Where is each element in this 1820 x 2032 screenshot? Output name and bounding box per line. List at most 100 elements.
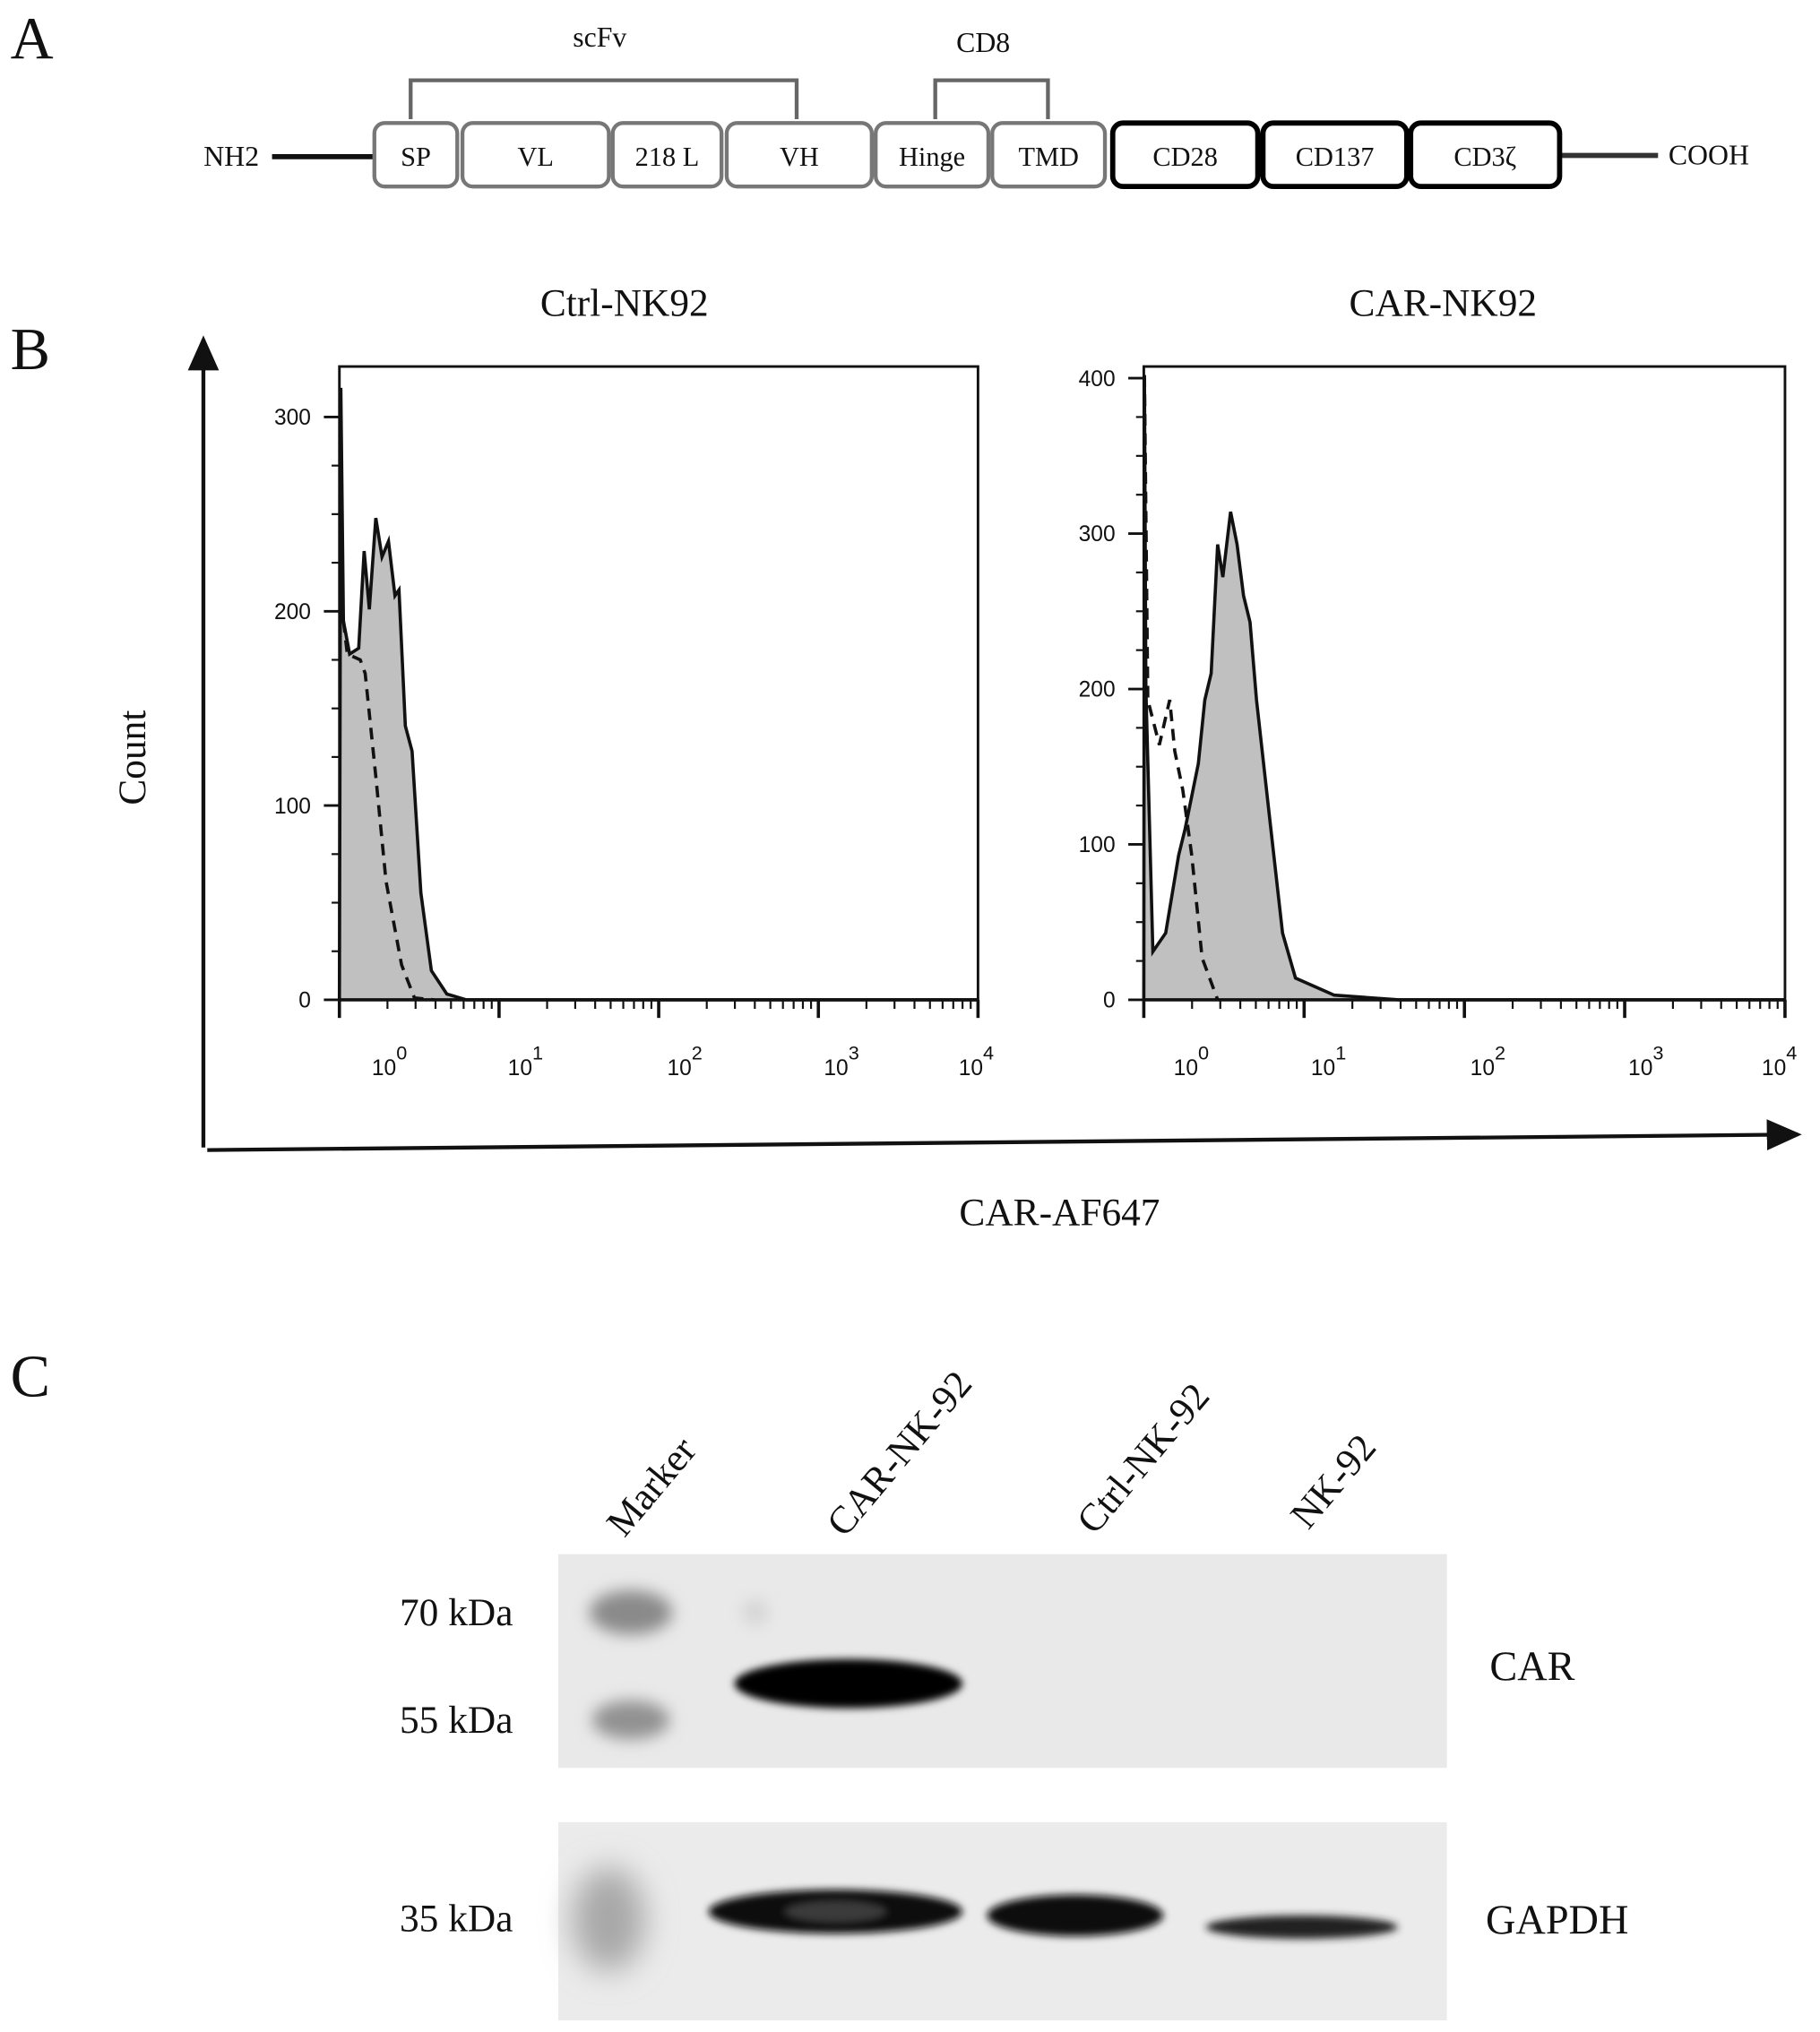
x-tick-label: 104 <box>959 1041 994 1080</box>
domain-boxes: SP VL 218 L VH Hinge TMD CD28 CD137 CD3ζ <box>372 120 1563 190</box>
domain-box <box>1260 120 1410 190</box>
n-terminus-label: NH2 <box>203 141 259 172</box>
x-tick-base: 10 <box>959 1056 983 1081</box>
y-tick-label: 0 <box>298 989 311 1013</box>
domain-box <box>990 121 1108 189</box>
y-tick-label: 200 <box>274 600 311 624</box>
lane-label-car-nk-92: CAR-NK-92 <box>818 1363 980 1544</box>
cd8-label: CD8 <box>956 27 1010 58</box>
histogram-line-control <box>341 620 435 1002</box>
y-tick-label: 400 <box>1079 367 1116 392</box>
histogram-line-stained <box>1142 378 1785 1002</box>
domain-box <box>610 121 724 189</box>
x-tick-exponent: 0 <box>396 1041 407 1063</box>
lane-label-ctrl-nk-92: Ctrl-NK-92 <box>1068 1375 1218 1542</box>
x-tick-exponent: 4 <box>983 1041 994 1063</box>
y-tick-label: 100 <box>274 795 311 819</box>
gapdh-band-ctrl-nk-92 <box>987 1894 1164 1937</box>
histogram-fill <box>339 387 979 1000</box>
domain-vl: VL <box>460 121 611 189</box>
x-tick-exponent: 1 <box>532 1041 543 1063</box>
x-axis-label: CAR-AF647 <box>959 1191 1160 1234</box>
x-tick-label: 103 <box>824 1041 858 1080</box>
domain-label: Hinge <box>899 142 965 172</box>
scfv-label: scFv <box>573 22 626 53</box>
target-label-car: CAR <box>1489 1644 1574 1690</box>
domain-sp: SP <box>372 121 460 189</box>
domain-box <box>1408 120 1563 190</box>
gapdh-band-nk-92 <box>1205 1915 1398 1939</box>
y-tick-label: 300 <box>274 406 311 430</box>
panel-label-c: C <box>11 1344 50 1409</box>
histogram-fill <box>1143 378 1785 1000</box>
marker-label-70kda: 70 kDa <box>400 1591 513 1634</box>
x-tick-exponent: 2 <box>1495 1041 1505 1063</box>
x-tick-base: 10 <box>667 1056 691 1081</box>
x-tick-base: 10 <box>372 1056 396 1081</box>
plot-title: CAR-NK92 <box>1350 282 1538 325</box>
panel-b-flow: B Count CAR-AF647 Ctrl-NK92 010020030010… <box>11 282 1802 1234</box>
marker-band-55kda <box>591 1700 670 1740</box>
marker-band-35kda <box>572 1867 645 1972</box>
domain-label: SP <box>401 142 431 172</box>
x-tick-base: 10 <box>508 1056 532 1081</box>
x-tick-base: 10 <box>1174 1056 1198 1081</box>
x-tick-base: 10 <box>1628 1056 1652 1081</box>
lane-label-marker: Marker <box>599 1429 705 1545</box>
marker-band-70kda <box>589 1590 673 1635</box>
x-tick-base: 10 <box>1311 1056 1335 1081</box>
x-tick-label: 100 <box>1174 1041 1209 1080</box>
domain-vh: VH <box>724 121 875 189</box>
x-axis-arrow <box>207 1119 1802 1152</box>
domain-label: CD3ζ <box>1453 142 1516 172</box>
domain-box <box>1109 120 1261 190</box>
x-tick-base: 10 <box>1762 1056 1786 1081</box>
domain-label: VL <box>518 142 554 172</box>
x-tick-exponent: 2 <box>692 1041 703 1063</box>
domain-label: TMD <box>1018 142 1078 172</box>
domain-label: CD28 <box>1152 142 1218 172</box>
marker-label-35kda: 35 kDa <box>400 1897 513 1940</box>
domain-tmd: TMD <box>990 121 1108 189</box>
panel-a-construct: A scFv CD8 NH2 COOH SP VL 218 L VH Hinge TMD C… <box>11 6 1749 190</box>
x-tick-label: 104 <box>1762 1041 1797 1080</box>
x-tick-label: 102 <box>1471 1041 1505 1080</box>
histogram-line-stained <box>337 387 979 1002</box>
x-tick-exponent: 4 <box>1786 1041 1797 1063</box>
y-tick-label: 0 <box>1103 989 1116 1013</box>
domain-hinge: Hinge <box>874 121 991 189</box>
domain-cd137: CD137 <box>1260 120 1410 190</box>
gapdh-band-center <box>783 1899 888 1924</box>
y-tick-label: 100 <box>1079 833 1116 857</box>
x-tick-label: 101 <box>1311 1041 1346 1080</box>
domain-box <box>874 121 991 189</box>
plot-frame <box>338 365 979 1002</box>
target-label-gapdh: GAPDH <box>1486 1898 1628 1943</box>
x-tick-label: 100 <box>372 1041 407 1080</box>
lane-label-nk-92: NK-92 <box>1282 1426 1384 1537</box>
domain-label: CD137 <box>1296 142 1375 172</box>
x-tick-label: 101 <box>508 1041 543 1080</box>
x-tick-base: 10 <box>1471 1056 1495 1081</box>
domain-cd3ζ: CD3ζ <box>1408 120 1563 190</box>
x-tick-exponent: 3 <box>1652 1041 1663 1063</box>
panel-label-b: B <box>11 317 50 383</box>
plot-title: Ctrl-NK92 <box>540 282 709 325</box>
x-tick-exponent: 0 <box>1198 1041 1209 1063</box>
cd8-bracket <box>933 78 1050 119</box>
y-tick-label: 300 <box>1079 522 1116 547</box>
domain-box <box>724 121 875 189</box>
domain-cd28: CD28 <box>1109 120 1261 190</box>
car-band-car-nk-92 <box>734 1658 963 1709</box>
x-tick-label: 102 <box>667 1041 702 1080</box>
x-tick-exponent: 1 <box>1335 1041 1346 1063</box>
x-tick-base: 10 <box>824 1056 848 1081</box>
domain-218-l: 218 L <box>610 121 724 189</box>
panel-label-a: A <box>11 6 54 72</box>
domain-box <box>460 121 611 189</box>
x-tick-exponent: 3 <box>849 1041 859 1063</box>
domain-label: 218 L <box>635 142 700 172</box>
domain-label: VH <box>780 142 819 172</box>
